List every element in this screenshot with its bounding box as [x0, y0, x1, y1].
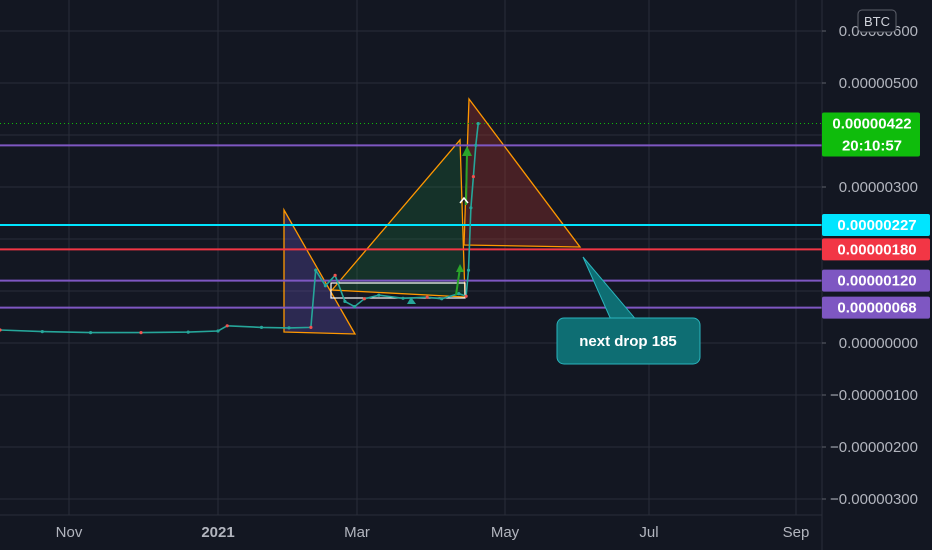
price-point — [401, 296, 405, 300]
price-point — [287, 326, 291, 330]
arrow-up-2 — [465, 151, 468, 206]
last-price-label: 0.00000422 — [832, 116, 911, 133]
price-tag-label: 0.00000180 — [837, 241, 916, 258]
price-point — [314, 268, 318, 272]
price-series — [0, 122, 480, 335]
price-point — [309, 325, 313, 329]
price-point — [464, 294, 468, 298]
price-point — [186, 330, 190, 334]
price-point — [89, 331, 93, 335]
time-tick-label: Nov — [56, 524, 83, 541]
price-point — [216, 329, 220, 333]
price-tick-label: 0.00000300 — [839, 179, 918, 196]
price-point — [457, 292, 461, 296]
time-tick-label: Mar — [344, 524, 370, 541]
arrow-up-1 — [455, 267, 461, 296]
price-tick-label: −0.00000200 — [830, 439, 918, 456]
price-point — [440, 297, 444, 301]
price-tag — [822, 238, 930, 261]
time-tick-label: Jul — [639, 524, 658, 541]
price-point — [474, 143, 478, 147]
price-point — [40, 330, 44, 334]
triangle-big-green — [330, 138, 466, 298]
arrow-up-1-head — [456, 264, 464, 272]
triangle-drawings — [283, 97, 582, 335]
price-point — [0, 328, 2, 332]
price-point — [225, 324, 229, 328]
price-tick-label: 0.00000500 — [839, 75, 918, 92]
price-tag-label: 0.00000227 — [837, 217, 916, 234]
price-tick-label: −0.00000300 — [830, 491, 918, 508]
price-point — [466, 268, 471, 272]
price-point — [469, 206, 473, 210]
price-point — [259, 325, 264, 329]
callout-text: next drop 185 — [579, 333, 677, 350]
price-point — [362, 297, 366, 301]
triangle-small-purple — [283, 207, 357, 335]
horizontal-levels — [0, 123, 822, 309]
countdown-label: 20:10:57 — [842, 138, 902, 155]
price-tag-label: 0.00000068 — [837, 300, 916, 317]
annotation-callout: next drop 185 — [556, 256, 701, 365]
arrow-up-2-head — [462, 146, 472, 156]
last-price-tag — [822, 112, 920, 157]
time-tick-label: 2021 — [201, 524, 234, 541]
price-point — [471, 175, 475, 179]
time-tick-label: Sep — [783, 524, 810, 541]
price-point — [139, 331, 143, 335]
price-tag — [822, 296, 930, 319]
price-point — [476, 122, 480, 126]
price-tags: 0.00000227 0.00000180 0.00000120 0.00000068… — [822, 112, 930, 319]
price-tick-label: −0.00000100 — [830, 387, 918, 404]
triangle-marker-up — [407, 297, 416, 304]
currency-label: BTC — [864, 14, 890, 29]
price-point — [333, 273, 337, 277]
callout-box — [556, 317, 701, 365]
price-tag — [822, 269, 930, 292]
grid-lines — [0, 0, 822, 515]
arrow-up-white — [459, 196, 469, 204]
price-tag-label: 0.00000120 — [837, 273, 916, 290]
price-point — [425, 295, 429, 299]
price-tick-label: 0.00000000 — [839, 335, 918, 352]
price-point — [323, 284, 327, 288]
trend-arrows — [455, 146, 472, 296]
price-point — [343, 299, 347, 303]
time-tick-label: May — [491, 524, 520, 541]
price-point — [353, 305, 357, 309]
currency-badge[interactable]: BTC — [857, 9, 897, 33]
price-point — [377, 293, 381, 297]
price-tag — [822, 213, 930, 236]
